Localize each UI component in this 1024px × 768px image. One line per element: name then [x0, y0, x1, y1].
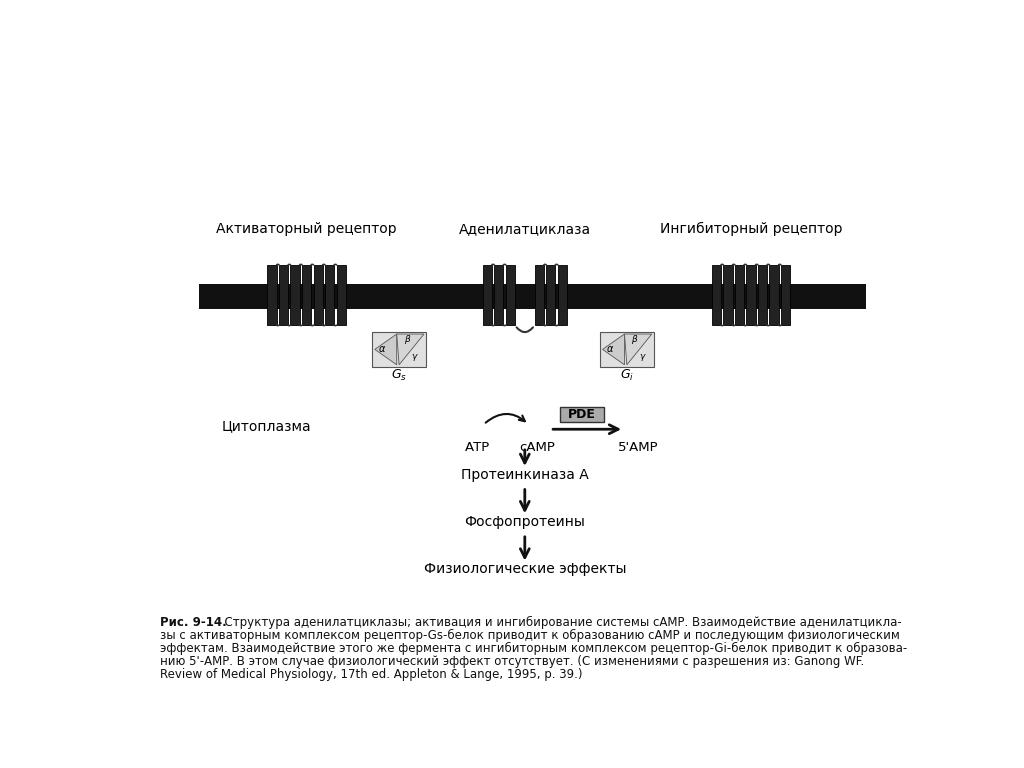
Text: γ: γ: [412, 353, 417, 362]
Text: β: β: [403, 336, 410, 344]
Polygon shape: [602, 334, 625, 365]
FancyBboxPatch shape: [337, 265, 346, 325]
Polygon shape: [396, 334, 424, 365]
FancyBboxPatch shape: [313, 265, 323, 325]
FancyBboxPatch shape: [769, 265, 778, 325]
FancyBboxPatch shape: [482, 265, 492, 325]
Text: Рис. 9-14.: Рис. 9-14.: [160, 615, 226, 628]
Text: нию 5'-АМР. В этом случае физиологический эффект отсутствует. (С изменениями с р: нию 5'-АМР. В этом случае физиологически…: [160, 654, 864, 667]
FancyBboxPatch shape: [746, 265, 756, 325]
Text: α: α: [606, 344, 613, 354]
Text: Физиологические эффекты: Физиологические эффекты: [424, 562, 626, 577]
Text: Протеинкиназа А: Протеинкиназа А: [461, 468, 589, 482]
FancyBboxPatch shape: [735, 265, 744, 325]
Text: 5'АМР: 5'АМР: [617, 441, 658, 454]
FancyBboxPatch shape: [781, 265, 791, 325]
FancyBboxPatch shape: [495, 265, 504, 325]
FancyBboxPatch shape: [200, 283, 866, 309]
Text: Активаторный рецептор: Активаторный рецептор: [216, 223, 397, 237]
FancyBboxPatch shape: [758, 265, 767, 325]
Text: $G_s$: $G_s$: [391, 368, 408, 383]
FancyBboxPatch shape: [558, 265, 567, 325]
FancyBboxPatch shape: [506, 265, 515, 325]
Text: α: α: [379, 344, 385, 354]
FancyBboxPatch shape: [723, 265, 732, 325]
Polygon shape: [625, 334, 652, 365]
FancyBboxPatch shape: [535, 265, 544, 325]
Text: γ: γ: [639, 353, 644, 362]
FancyBboxPatch shape: [291, 265, 300, 325]
Text: Review of Medical Physiology, 17th ed. Appleton & Lange, 1995, р. 39.): Review of Medical Physiology, 17th ed. A…: [160, 667, 583, 680]
Text: Ингибиторный рецептор: Ингибиторный рецептор: [659, 223, 842, 237]
FancyBboxPatch shape: [600, 333, 654, 366]
FancyBboxPatch shape: [712, 265, 721, 325]
Text: $G_i$: $G_i$: [621, 368, 634, 383]
FancyBboxPatch shape: [560, 407, 604, 422]
Text: Аденилатциклаза: Аденилатциклаза: [459, 223, 591, 237]
FancyBboxPatch shape: [546, 265, 555, 325]
Text: PDE: PDE: [568, 408, 596, 421]
FancyBboxPatch shape: [279, 265, 288, 325]
Text: Цитоплазма: Цитоплазма: [222, 419, 311, 433]
Text: Фосфопротеины: Фосфопротеины: [464, 515, 586, 529]
Text: АТР: АТР: [465, 441, 489, 454]
Text: зы с активаторным комплексом рецептор-Gs-белок приводит к образованию сАМР и пос: зы с активаторным комплексом рецептор-Gs…: [160, 628, 900, 641]
Polygon shape: [375, 334, 396, 365]
FancyBboxPatch shape: [373, 333, 426, 366]
Text: β: β: [632, 336, 637, 344]
FancyBboxPatch shape: [302, 265, 311, 325]
FancyBboxPatch shape: [325, 265, 334, 325]
FancyBboxPatch shape: [267, 265, 276, 325]
Text: сАМР: сАМР: [519, 441, 555, 454]
Text: Структура аденилатциклазы; активация и ингибирование системы сАМР. Взаимодействи: Структура аденилатциклазы; активация и и…: [217, 615, 902, 628]
Text: эффектам. Взаимодействие этого же фермента с ингибиторным комплексом рецептор-Gi: эффектам. Взаимодействие этого же фермен…: [160, 641, 907, 654]
